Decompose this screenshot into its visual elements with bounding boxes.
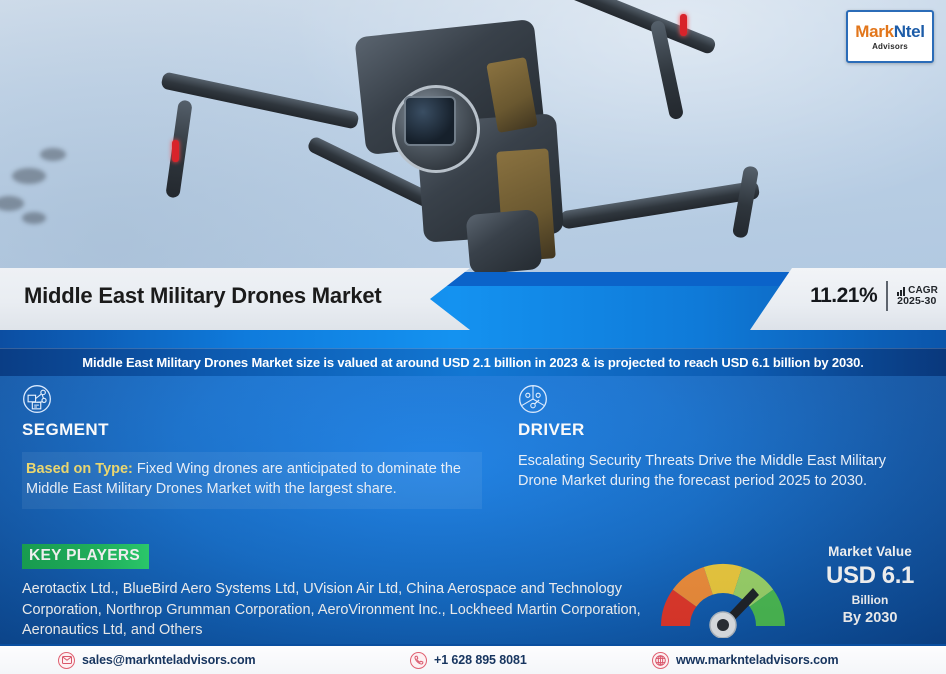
stat-banner-text: Middle East Military Drones Market size … <box>82 355 864 370</box>
cagr-label-row: CAGR <box>897 285 938 296</box>
cagr-badge: 11.21% CAGR 2025-30 <box>810 281 938 311</box>
footer-phone-text: +1 628 895 8081 <box>434 653 527 667</box>
segment-label: Based on Type: <box>26 461 133 477</box>
title-bar: Middle East Military Drones Market 11.21… <box>0 268 946 348</box>
drone-arm-rear-left-strut <box>165 99 193 199</box>
drone-landing-pod <box>465 208 543 272</box>
driver-section: DRIVER Escalating Security Threats Drive… <box>518 384 918 491</box>
cagr-divider <box>886 281 889 311</box>
segment-body: Based on Type: Fixed Wing drones are ant… <box>22 452 482 510</box>
footer-bar: sales@marknteladvisors.com +1 628 895 80… <box>0 644 946 674</box>
speedometer-gauge-icon <box>661 563 785 638</box>
market-value-section: Market Value USD 6.1 Billion By 2030 <box>648 544 940 638</box>
globe-icon <box>652 651 669 669</box>
cagr-label: CAGR <box>908 284 938 296</box>
key-players-tag: KEY PLAYERS <box>22 544 149 569</box>
envelope-icon <box>58 651 75 669</box>
logo-wordmark: MarkNtel <box>855 21 925 41</box>
key-players-section: KEY PLAYERS Aerotactix Ltd., BlueBird Ae… <box>22 544 642 641</box>
drone-led-right <box>680 14 687 36</box>
phone-icon <box>410 651 427 669</box>
pie-chart-driver-icon <box>519 385 547 413</box>
key-players-list: Aerotactix Ltd., BlueBird Aero Systems L… <box>22 581 641 639</box>
prop-blur-c <box>0 196 24 211</box>
footer-email-text: sales@marknteladvisors.com <box>82 653 256 667</box>
market-value-year: By 2030 <box>842 610 898 626</box>
content-area: SEGMENT Based on Type: Fixed Wing drones… <box>0 376 946 644</box>
segment-text: Fixed Wing drones are anticipated to dom… <box>26 461 461 497</box>
footer-website[interactable]: www.marknteladvisors.com <box>652 651 839 669</box>
footer-website-text: www.marknteladvisors.com <box>676 653 839 667</box>
segment-section: SEGMENT Based on Type: Fixed Wing drones… <box>22 384 492 510</box>
bar-chart-growth-icon <box>897 286 906 296</box>
drone-illustration <box>0 0 946 272</box>
cagr-meta: CAGR 2025-30 <box>897 285 938 308</box>
footer-phone[interactable]: +1 628 895 8081 <box>410 651 527 669</box>
drone-arm-rear-right <box>562 0 718 56</box>
segment-heading: SEGMENT <box>22 420 109 439</box>
drone-arm-rear-left <box>160 71 360 130</box>
prop-blur-a <box>12 168 46 184</box>
hero-image: MarkNtel Advisors <box>0 0 946 272</box>
logo-mark-text: Mark <box>855 21 894 41</box>
stat-banner: Middle East Military Drones Market size … <box>0 348 946 376</box>
footer-email[interactable]: sales@marknteladvisors.com <box>58 651 256 669</box>
market-value-unit: Billion <box>851 593 889 607</box>
market-value-label: Market Value <box>828 544 912 559</box>
logo-subtitle: Advisors <box>872 41 908 51</box>
page-title: Middle East Military Drones Market <box>24 283 382 308</box>
title-panel <box>0 268 470 330</box>
drone-arm-front-right <box>559 180 761 230</box>
prop-blur-b <box>40 148 66 161</box>
cagr-period: 2025-30 <box>897 294 937 307</box>
logo-ntel-text: Ntel <box>893 21 925 41</box>
market-value-block: Market Value USD 6.1 Billion By 2030 <box>800 544 940 626</box>
segment-network-icon <box>23 385 51 413</box>
prop-blur-d <box>22 212 46 224</box>
drone-camera-lens <box>404 96 456 146</box>
drone-led-left <box>172 140 179 162</box>
driver-body: Escalating Security Threats Drive the Mi… <box>518 453 887 489</box>
cagr-value: 11.21% <box>810 284 878 307</box>
driver-heading: DRIVER <box>518 420 585 439</box>
market-value-amount: USD 6.1 <box>826 562 914 589</box>
company-logo[interactable]: MarkNtel Advisors <box>846 10 934 63</box>
